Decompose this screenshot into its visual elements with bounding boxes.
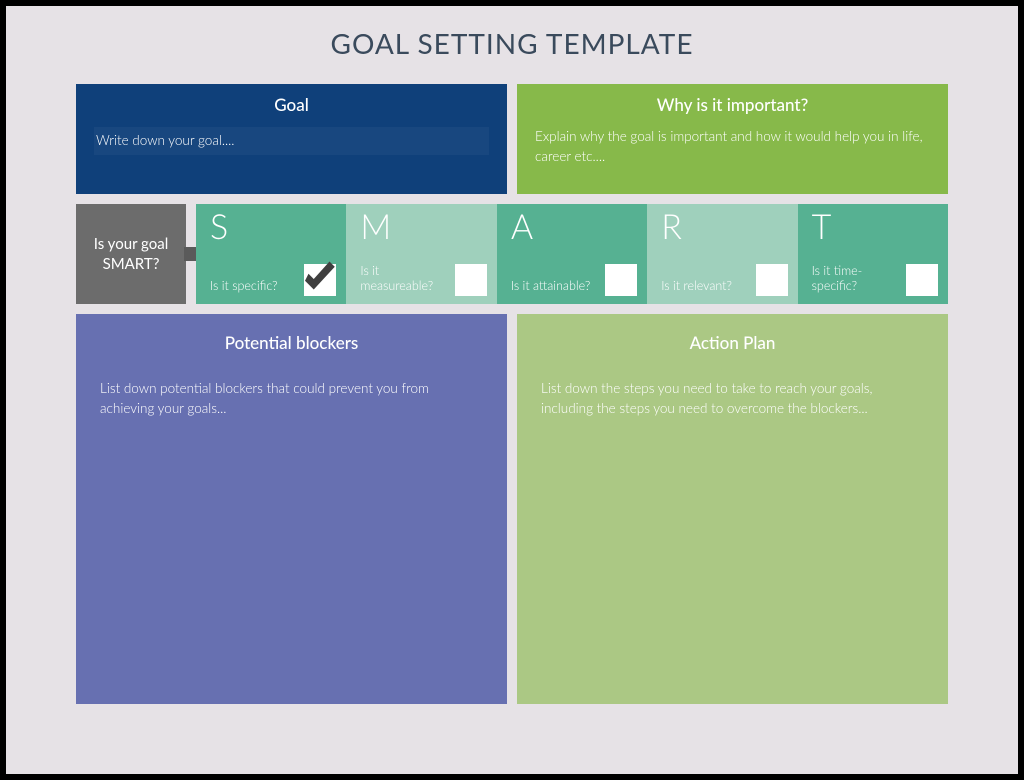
outer-frame: GOAL SETTING TEMPLATE Goal Write down yo… [0, 0, 1024, 780]
goal-header: Goal [94, 94, 489, 115]
smart-checkbox[interactable] [906, 264, 938, 296]
checkmark-icon [298, 258, 340, 300]
page-title: GOAL SETTING TEMPLATE [76, 26, 948, 60]
goal-body[interactable]: Write down your goal.... [94, 127, 489, 155]
smart-boxes: SIs it specific?MIs it measureable?AIs i… [196, 204, 948, 304]
why-body[interactable]: Explain why the goal is important and ho… [535, 127, 930, 166]
row-smart: Is your goal SMART? SIs it specific?MIs … [76, 204, 948, 304]
action-header: Action Plan [535, 332, 930, 353]
smart-label-text: Is your goal SMART? [82, 234, 180, 275]
smart-box-s: SIs it specific? [196, 204, 346, 304]
smart-box-a: AIs it attainable? [497, 204, 647, 304]
blockers-body[interactable]: List down potential blockers that could … [94, 379, 489, 418]
smart-box-m: MIs it measureable? [346, 204, 496, 304]
smart-letter: T [812, 210, 934, 244]
smart-checkbox[interactable] [455, 264, 487, 296]
smart-letter: R [661, 210, 783, 244]
why-panel: Why is it important? Explain why the goa… [517, 84, 948, 194]
smart-checkbox[interactable] [756, 264, 788, 296]
smart-box-t: TIs it time-specific? [798, 204, 948, 304]
why-header: Why is it important? [535, 94, 930, 115]
smart-letter: S [210, 210, 332, 244]
blockers-panel: Potential blockers List down potential b… [76, 314, 507, 704]
smart-letter: A [511, 210, 633, 244]
blockers-header: Potential blockers [94, 332, 489, 353]
action-panel: Action Plan List down the steps you need… [517, 314, 948, 704]
smart-checkbox[interactable] [605, 264, 637, 296]
smart-letter: M [360, 210, 482, 244]
goal-panel: Goal Write down your goal.... [76, 84, 507, 194]
smart-label: Is your goal SMART? [76, 204, 186, 304]
action-body[interactable]: List down the steps you need to take to … [535, 379, 930, 418]
smart-box-r: RIs it relevant? [647, 204, 797, 304]
row-bottom: Potential blockers List down potential b… [76, 314, 948, 704]
canvas: GOAL SETTING TEMPLATE Goal Write down yo… [6, 6, 1018, 774]
row-top: Goal Write down your goal.... Why is it … [76, 84, 948, 194]
